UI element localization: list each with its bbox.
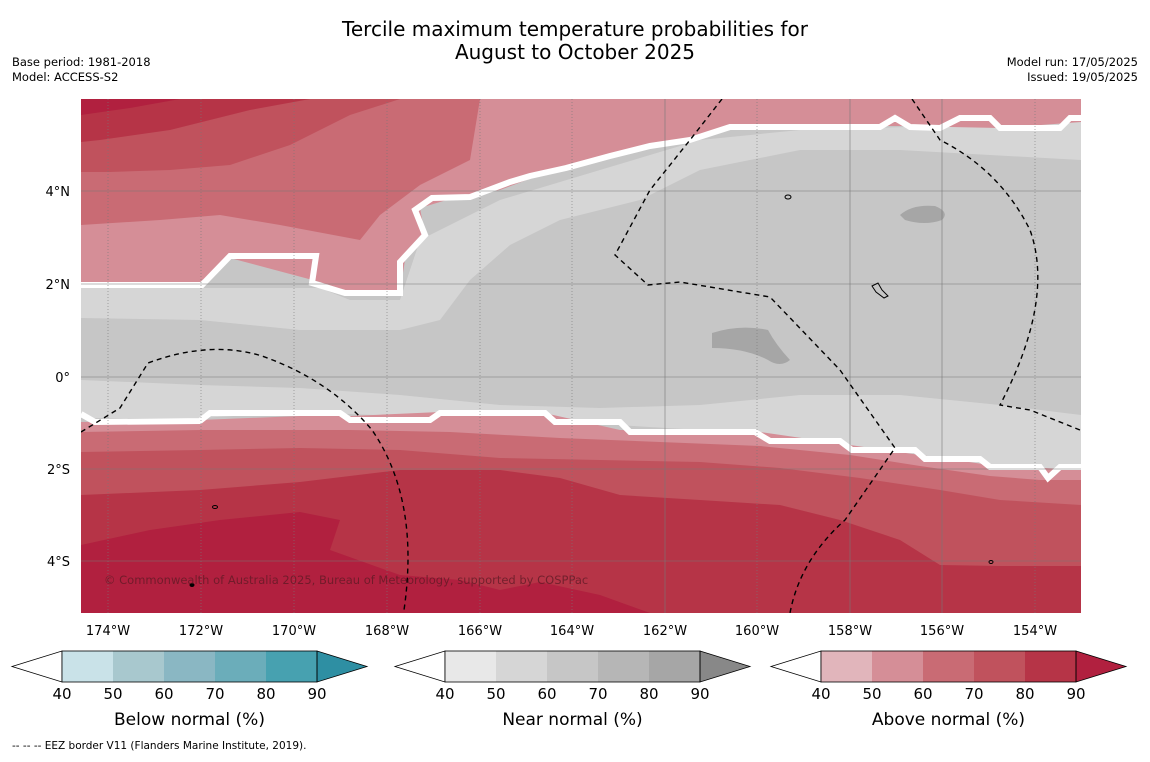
colorbar-title: Near normal (%) — [502, 710, 642, 730]
near-normal-50-60-south — [81, 380, 1081, 476]
near-normal-50-60-north — [81, 122, 1081, 330]
lon-label: 166°W — [458, 624, 502, 639]
lat-label: 2°N — [46, 278, 71, 293]
lon-label: 172°W — [179, 624, 223, 639]
colorbar-low-extension — [769, 650, 822, 683]
colorbar-tick-label: 80 — [256, 685, 275, 703]
island-3 — [212, 505, 218, 509]
near-normal-70-80-patch-1 — [900, 205, 945, 223]
lon-label: 158°W — [828, 624, 872, 639]
lon-label: 164°W — [550, 624, 594, 639]
island-1 — [784, 194, 792, 200]
lon-label: 156°W — [920, 624, 964, 639]
colorbar-high-extension — [316, 650, 369, 683]
colorbar-title: Above normal (%) — [872, 710, 1025, 730]
colorbar-high-extension — [1075, 650, 1128, 683]
colorbar-tick-label: 90 — [690, 685, 709, 703]
above-normal-90-north — [81, 99, 180, 115]
colorbar-high-extension — [699, 650, 752, 683]
lon-label: 160°W — [735, 624, 779, 639]
colorbar-tick-label: 50 — [103, 685, 122, 703]
lon-label: 174°W — [86, 624, 130, 639]
colorbar-2: 40 50 60 70 80 90 Above normal (%) — [769, 650, 1128, 730]
islands — [189, 194, 994, 587]
colorbar-tick-label: 90 — [307, 685, 326, 703]
colorbar-segment — [649, 651, 700, 682]
colorbar-0: 40 50 60 70 80 90 Below normal (%) — [10, 650, 369, 730]
colorbar-segment — [598, 651, 649, 682]
meta-left: Base period: 1981-2018 Model: ACCESS-S2 — [12, 55, 151, 85]
colorbar-segment — [496, 651, 547, 682]
colorbar-tick-label: 60 — [913, 685, 932, 703]
colorbar-tick-label: 40 — [52, 685, 71, 703]
colorbar-segment — [164, 651, 215, 682]
colorbar-tick-label: 60 — [154, 685, 173, 703]
model-run: Model run: 17/05/2025 — [1006, 55, 1138, 69]
lon-label: 154°W — [1013, 624, 1057, 639]
colorbar-low-extension — [10, 650, 63, 683]
contour-40-north — [81, 114, 1081, 296]
colorbar-outline — [444, 650, 701, 683]
lon-label: 162°W — [643, 624, 687, 639]
colorbar-segment — [872, 651, 923, 682]
lon-label: 170°W — [272, 624, 316, 639]
near-normal-70-80-patch-2 — [712, 327, 790, 364]
eez-footnote: -- -- -- EEZ border V11 (Flanders Marine… — [12, 740, 307, 752]
lat-label: 0° — [55, 371, 70, 386]
above-normal-90-south — [81, 512, 650, 613]
colorbar-tick-label: 90 — [1066, 685, 1085, 703]
longitude-labels: 174°W 172°W 170°W 168°W 166°W 164°W 162°… — [86, 624, 1057, 639]
colorbar-tick-label: 80 — [1015, 685, 1034, 703]
colorbar-segment — [547, 651, 598, 682]
colorbar-tick-label: 60 — [537, 685, 556, 703]
title-line-1: Tercile maximum temperature probabilitie… — [342, 17, 808, 41]
colorbar-tick-label: 70 — [964, 685, 983, 703]
colorbar-low-extension — [393, 650, 446, 683]
colorbar-tick-label: 50 — [862, 685, 881, 703]
copyright-text: © Commonwealth of Australia 2025, Bureau… — [104, 573, 588, 587]
island-5 — [988, 560, 994, 564]
colorbar-title: Below normal (%) — [114, 710, 265, 730]
colorbars: 40 50 60 70 80 90 Below normal (%) 40 50 60 70 80 90… — [10, 650, 1128, 730]
issued-date: Issued: 19/05/2025 — [1027, 70, 1138, 84]
probability-field — [81, 99, 1081, 613]
graticule — [81, 99, 1081, 613]
eez-borders — [81, 99, 1081, 613]
lat-label: 4°S — [47, 555, 70, 570]
colorbar-tick-label: 40 — [435, 685, 454, 703]
above-normal-80-90-north — [81, 99, 310, 142]
island-2 — [871, 282, 889, 299]
colorbar-segment — [62, 651, 113, 682]
colorbar-tick-label: 80 — [639, 685, 658, 703]
colorbar-tick-label: 70 — [588, 685, 607, 703]
latitude-labels: 4°N 2°N 0° 2°S 4°S — [46, 185, 71, 570]
colorbar-tick-label: 70 — [205, 685, 224, 703]
model-name: Model: ACCESS-S2 — [12, 70, 119, 84]
lat-label: 4°N — [46, 185, 71, 200]
contour-40-south — [81, 410, 1081, 483]
title-line-2: August to October 2025 — [454, 40, 696, 64]
colorbar-tick-label: 40 — [811, 685, 830, 703]
base-period: Base period: 1981-2018 — [12, 55, 151, 69]
colorbar-tick-label: 50 — [486, 685, 505, 703]
colorbar-segment — [113, 651, 164, 682]
island-4 — [189, 583, 195, 587]
colorbar-segment — [266, 651, 317, 682]
colorbar-segment — [1025, 651, 1076, 682]
colorbar-outline — [820, 650, 1077, 683]
colorbar-segment — [974, 651, 1025, 682]
map-title: Tercile maximum temperature probabilitie… — [0, 18, 1150, 64]
lat-label: 2°S — [47, 463, 70, 478]
colorbar-segment — [923, 651, 974, 682]
colorbar-1: 40 50 60 70 80 90 Near normal (%) — [393, 650, 752, 730]
meta-right: Model run: 17/05/2025 Issued: 19/05/2025 — [1007, 55, 1138, 85]
lon-label: 168°W — [365, 624, 409, 639]
colorbar-outline — [61, 650, 318, 683]
colorbar-segment — [215, 651, 266, 682]
colorbar-segment — [445, 651, 496, 682]
colorbar-segment — [821, 651, 872, 682]
